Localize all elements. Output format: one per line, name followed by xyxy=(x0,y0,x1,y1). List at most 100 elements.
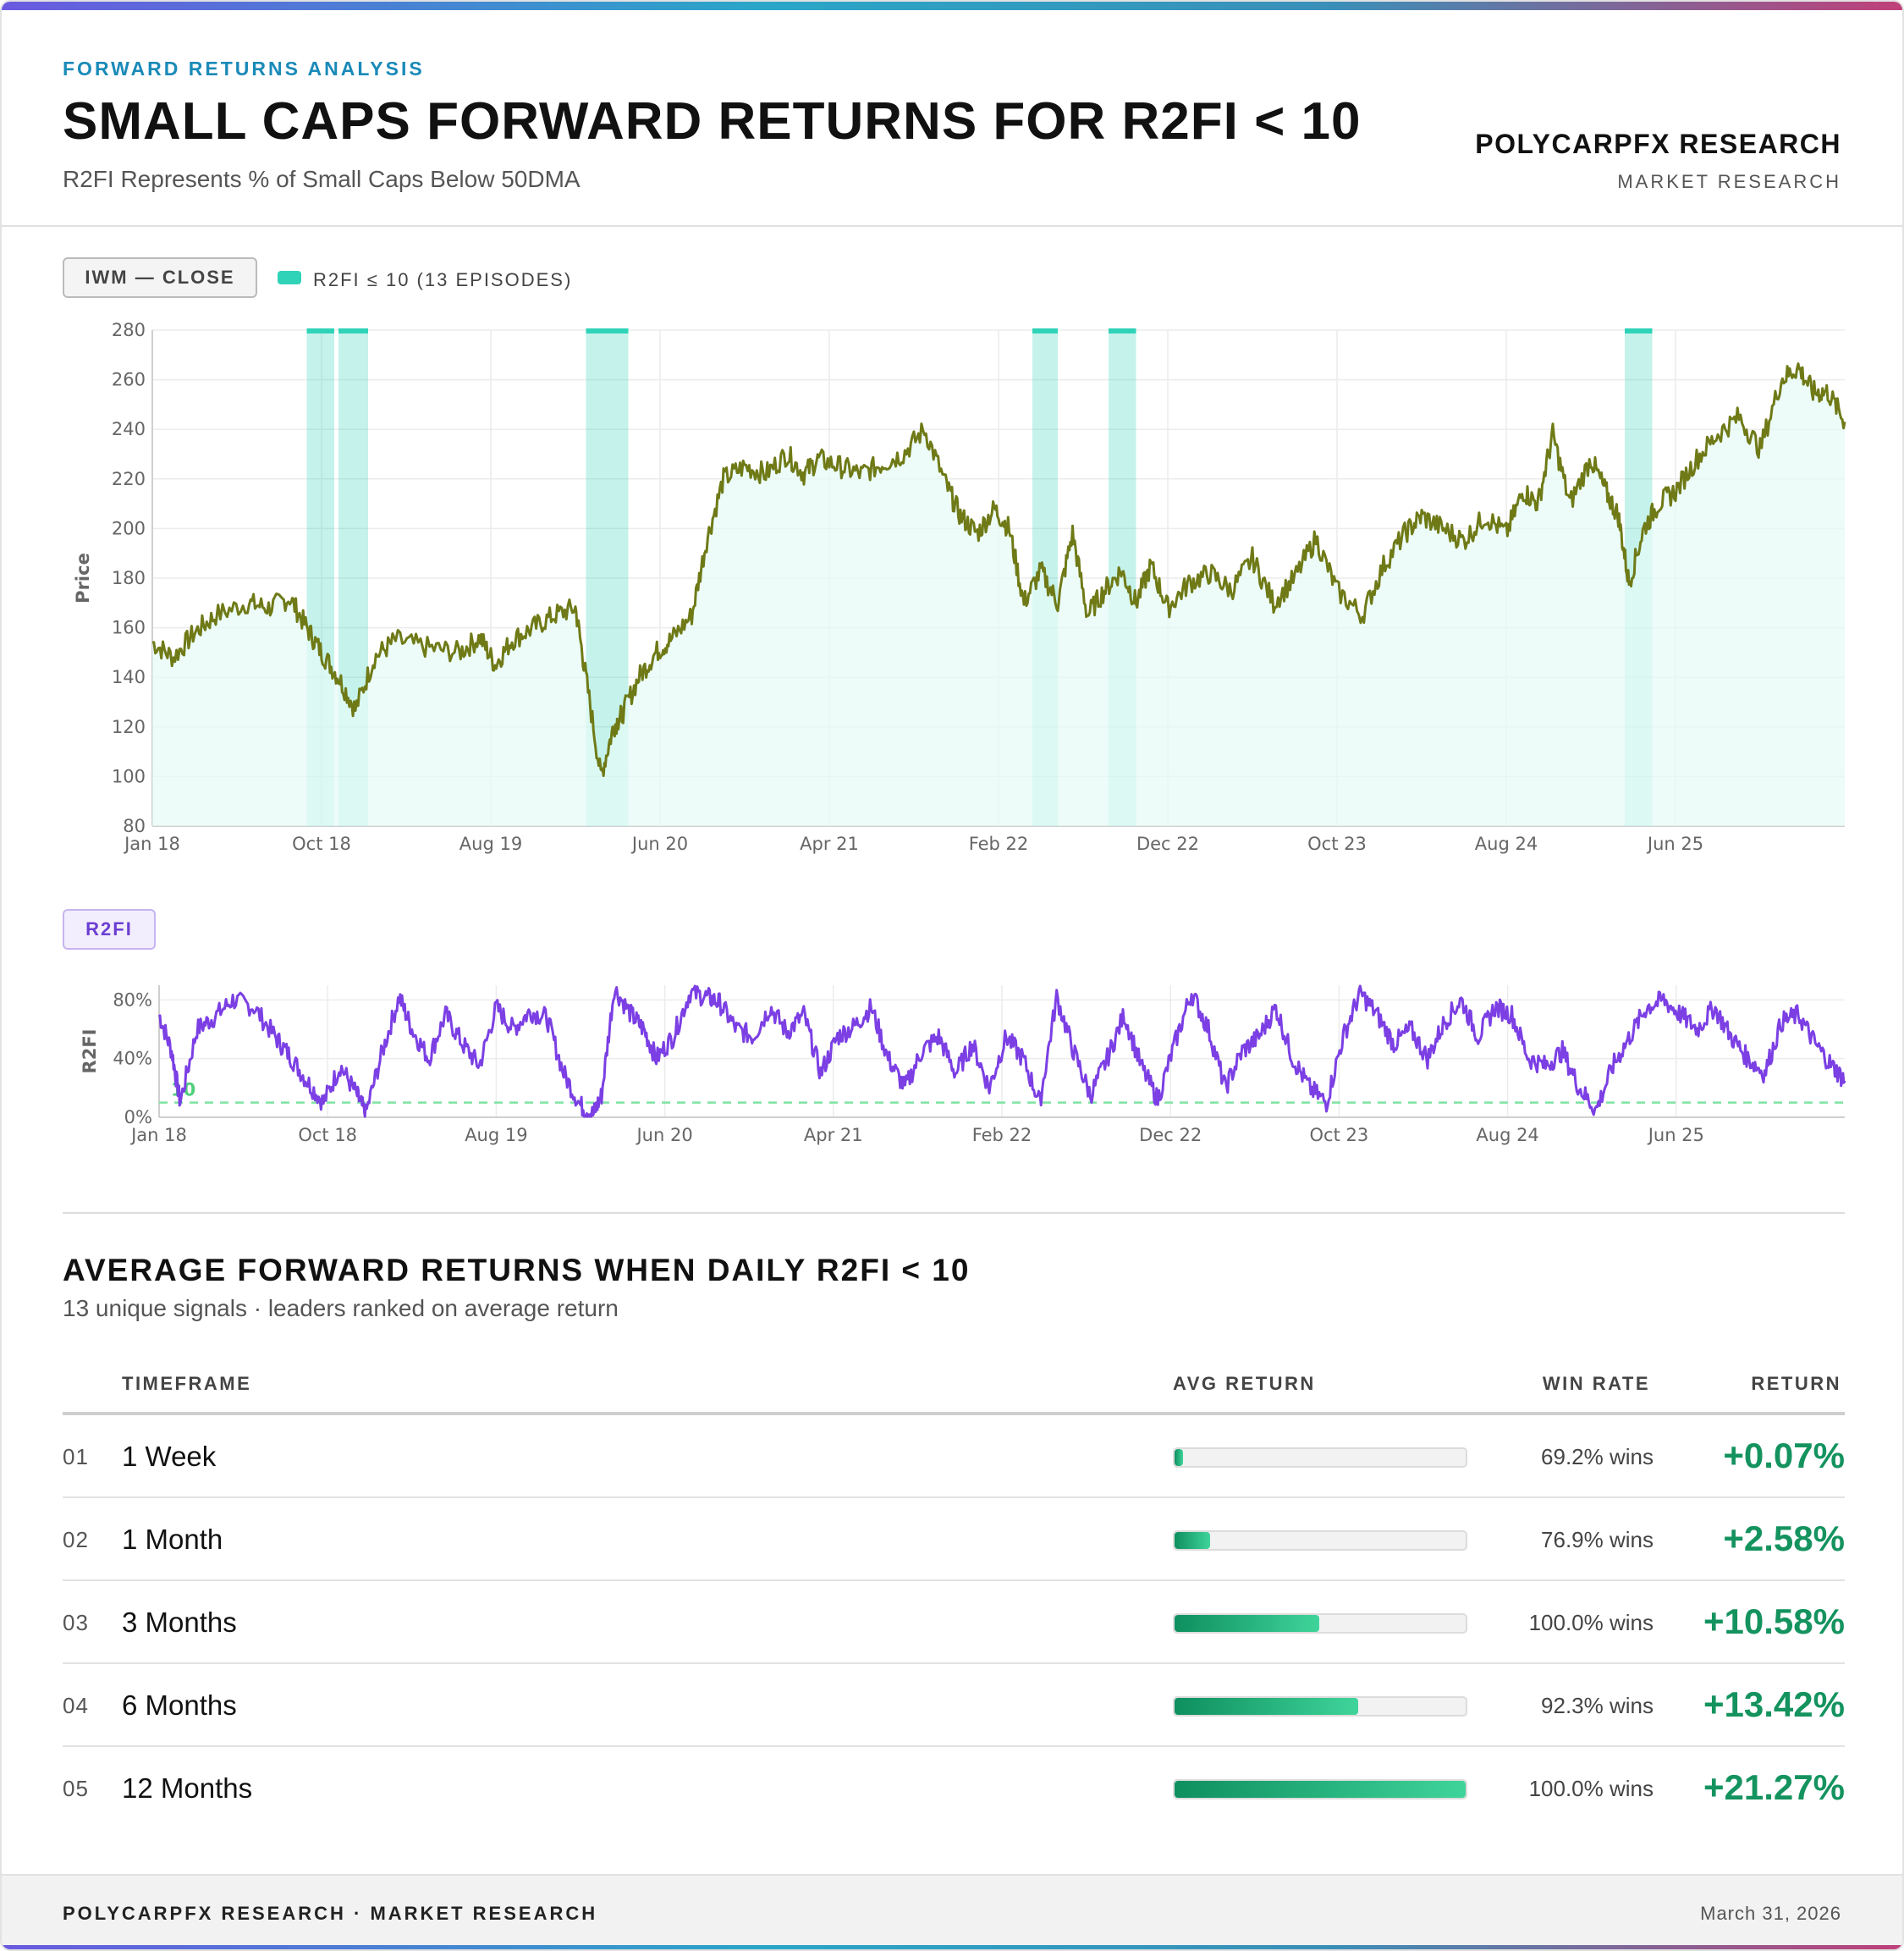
price-series-pill[interactable]: IWM — CLOSE xyxy=(63,257,257,298)
footer: POLYCARPFX RESEARCH · MARKET RESEARCH Ma… xyxy=(2,1874,1902,1949)
avg-return-bar-track xyxy=(1173,1447,1467,1468)
r2fi-series-pill[interactable]: R2FI xyxy=(63,909,156,950)
price-area xyxy=(152,363,1845,827)
row-win-rate: 69.2% wins xyxy=(1541,1444,1654,1469)
row-rank: 05 xyxy=(63,1776,89,1801)
x-tick-label: Jun 25 xyxy=(1646,834,1703,854)
price-chart: Jan 18 Oct 18 Aug 19 Jun 20 Apr 21 Feb 22 Dec … xyxy=(73,320,1846,854)
episode-band-cap xyxy=(1109,328,1136,333)
brand-subtitle: MARKET RESEARCH xyxy=(1617,171,1841,192)
avg-return-bar-fill xyxy=(1175,1615,1320,1632)
row-timeframe: 6 Months xyxy=(122,1689,237,1721)
episode-band-cap xyxy=(338,328,368,333)
x-tick-label: Jan 18 xyxy=(129,1125,187,1145)
avg-return-bar-track xyxy=(1173,1696,1467,1717)
y-tick-label: 280 xyxy=(112,320,146,340)
y-tick-label: 160 xyxy=(112,618,146,638)
x-tick-label: Aug 19 xyxy=(459,834,522,854)
header-divider xyxy=(2,225,1902,227)
x-tick-label: Oct 23 xyxy=(1310,1125,1369,1145)
row-win-rate: 92.3% wins xyxy=(1541,1693,1654,1718)
row-timeframe: 12 Months xyxy=(122,1772,253,1804)
episode-band-cap xyxy=(306,328,334,333)
episode-band-cap xyxy=(1625,328,1653,333)
x-tick-label: Aug 19 xyxy=(465,1125,527,1145)
row-win-rate: 100.0% wins xyxy=(1528,1776,1654,1801)
col-header-win-rate[interactable]: WIN RATE xyxy=(1542,1373,1650,1394)
brand-name: POLYCARPFX RESEARCH xyxy=(1475,129,1841,159)
top-accent-bar xyxy=(2,2,1902,10)
col-header-timeframe[interactable]: TIMEFRAME xyxy=(122,1373,252,1394)
y-tick-label: 80% xyxy=(113,989,152,1010)
page-title: SMALL CAPS FORWARD RETURNS FOR R2FI < 10 xyxy=(63,92,1362,151)
table-row[interactable]: 05 12 Months 100.0% wins +21.27% xyxy=(63,1747,1845,1830)
episode-band-cap xyxy=(1032,328,1058,333)
y-tick-label: 120 xyxy=(112,717,146,737)
table-header-rule xyxy=(63,1412,1845,1415)
y-tick-label: 260 xyxy=(112,370,146,390)
col-header-return[interactable]: RETURN xyxy=(1751,1373,1841,1394)
bottom-accent-bar xyxy=(2,1945,1902,1949)
y-tick-label: 80 xyxy=(123,816,146,836)
y-tick-label: 0% xyxy=(124,1107,152,1127)
y-tick-label: 140 xyxy=(112,667,146,687)
row-return: +10.58% xyxy=(1703,1601,1845,1641)
row-rank: 02 xyxy=(63,1527,89,1552)
x-tick-label: Apr 21 xyxy=(804,1125,863,1145)
avg-return-bar-fill xyxy=(1175,1449,1184,1466)
episode-band-cap xyxy=(586,328,629,333)
row-return: +0.07% xyxy=(1723,1436,1845,1475)
avg-return-bar-track xyxy=(1173,1779,1467,1799)
footer-date: March 31, 2026 xyxy=(1700,1903,1841,1924)
y-tick-label: 220 xyxy=(112,469,146,489)
row-timeframe: 1 Week xyxy=(122,1441,217,1472)
avg-return-bar-fill xyxy=(1175,1532,1210,1549)
y-tick-label: 180 xyxy=(112,568,146,588)
table-section-title: AVERAGE FORWARD RETURNS WHEN DAILY R2FI … xyxy=(63,1253,971,1287)
row-rank: 03 xyxy=(63,1610,89,1635)
x-tick-label: Dec 22 xyxy=(1139,1125,1202,1145)
y-axis-title: Price xyxy=(73,553,93,603)
avg-return-bar-fill xyxy=(1175,1781,1466,1798)
x-tick-label: Oct 23 xyxy=(1307,834,1367,854)
x-tick-label: Feb 22 xyxy=(969,834,1029,854)
row-win-rate: 76.9% wins xyxy=(1541,1527,1654,1552)
table-row[interactable]: 03 3 Months 100.0% wins +10.58% xyxy=(63,1581,1845,1664)
y-tick-label: 40% xyxy=(113,1049,152,1069)
row-return: +13.42% xyxy=(1703,1684,1845,1724)
table-row[interactable]: 02 1 Month 76.9% wins +2.58% xyxy=(63,1498,1845,1581)
y-tick-label: 240 xyxy=(112,419,146,439)
x-tick-label: Aug 24 xyxy=(1476,1125,1538,1145)
avg-return-bar-track xyxy=(1173,1613,1467,1634)
col-header-avg-return[interactable]: AVG RETURN xyxy=(1173,1373,1316,1394)
y-tick-label: 100 xyxy=(112,766,146,786)
x-tick-label: Aug 24 xyxy=(1475,834,1538,854)
row-timeframe: 1 Month xyxy=(122,1524,223,1555)
x-tick-label: Jun 20 xyxy=(635,1125,692,1145)
x-tick-label: Jan 18 xyxy=(123,834,180,854)
x-tick-label: Dec 22 xyxy=(1136,834,1199,854)
x-tick-label: Jun 20 xyxy=(630,834,688,854)
table-row[interactable]: 01 1 Week 69.2% wins +0.07% xyxy=(63,1415,1845,1498)
price-line xyxy=(151,362,1846,778)
x-tick-label: Feb 22 xyxy=(972,1125,1032,1145)
episode-legend-swatch xyxy=(278,271,301,284)
x-tick-label: Oct 18 xyxy=(292,834,351,854)
y-tick-label: 200 xyxy=(112,518,146,538)
r2fi-chart: Jan 18 Oct 18 Aug 19 Jun 20 Apr 21 Feb 22 Dec … xyxy=(80,984,1846,1145)
row-timeframe: 3 Months xyxy=(122,1607,237,1638)
kicker: FORWARD RETURNS ANALYSIS xyxy=(63,58,425,80)
row-win-rate: 100.0% wins xyxy=(1528,1610,1654,1635)
episode-legend-label: R2FI ≤ 10 (13 EPISODES) xyxy=(313,269,573,290)
table-row[interactable]: 04 6 Months 92.3% wins +13.42% xyxy=(63,1664,1845,1747)
y-axis-title: R2FI xyxy=(80,1029,100,1074)
row-return: +2.58% xyxy=(1723,1518,1845,1558)
avg-return-bar-track xyxy=(1173,1530,1467,1551)
row-rank: 01 xyxy=(63,1444,89,1469)
row-return: +21.27% xyxy=(1703,1767,1845,1807)
r2fi-line xyxy=(157,984,1846,1118)
row-rank: 04 xyxy=(63,1693,89,1718)
section-divider xyxy=(63,1212,1845,1214)
avg-return-bar-fill xyxy=(1175,1698,1359,1715)
